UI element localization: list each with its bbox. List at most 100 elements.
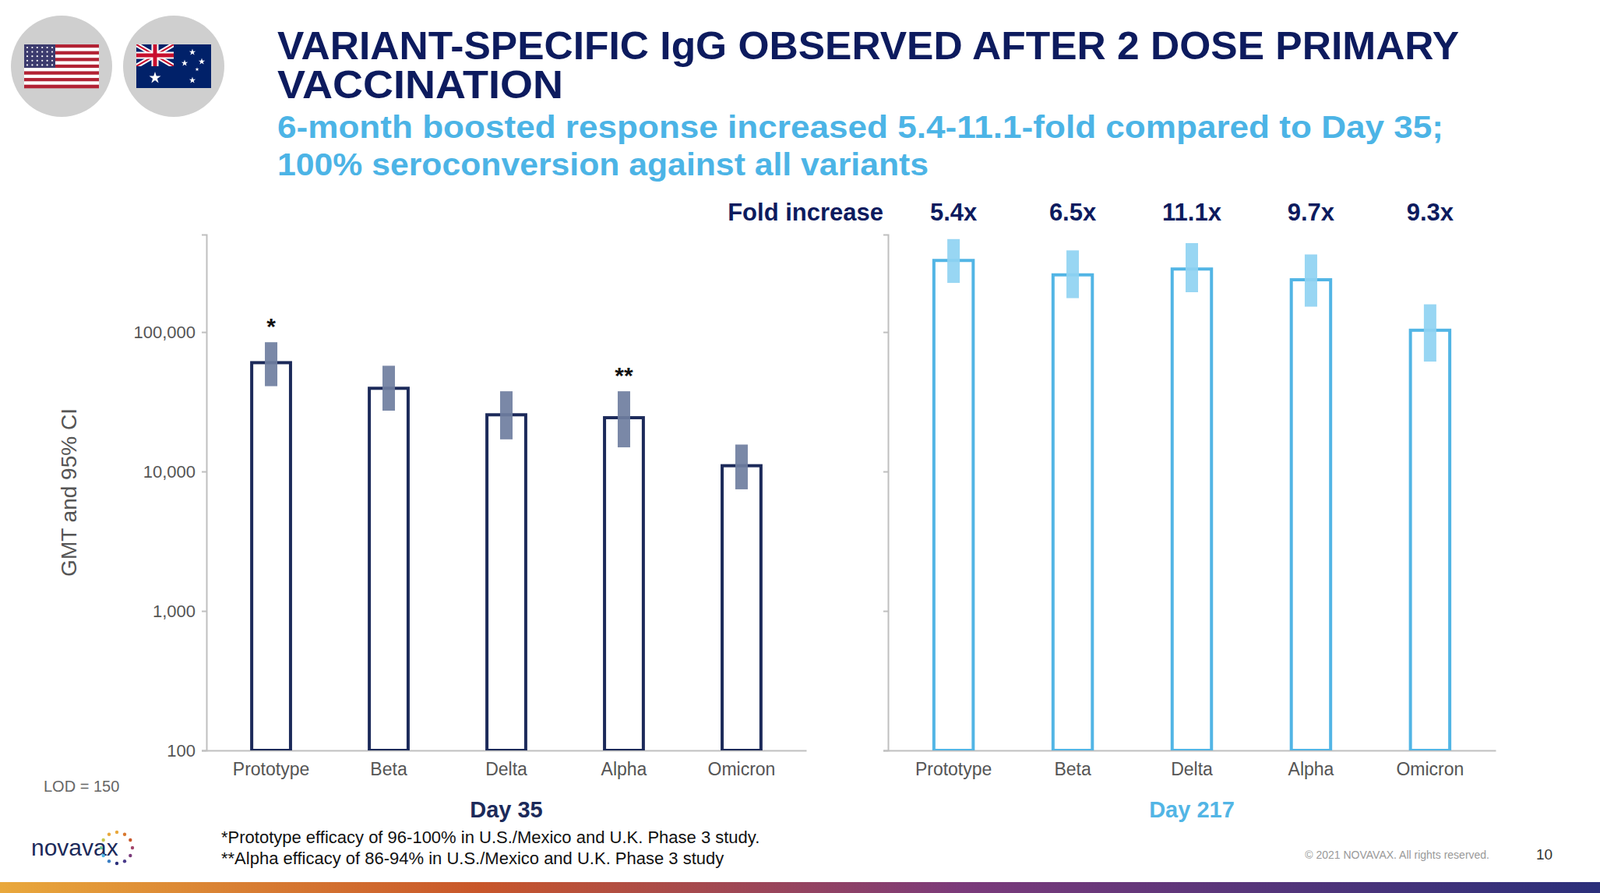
- y-axis: [883, 235, 889, 751]
- x-axis-title: Day 35: [469, 796, 543, 822]
- flag-star: [31, 59, 33, 62]
- x-tick-label: Prototype: [915, 758, 992, 779]
- annotation: *: [266, 313, 276, 339]
- y-tick-label: 100,000: [133, 322, 196, 342]
- flag-star: [46, 63, 49, 66]
- y-tick-label: 100: [166, 740, 196, 761]
- y-tick-mark: [201, 750, 207, 752]
- x-tick: Beta: [370, 758, 408, 779]
- fold-increase-title: Fold increase: [727, 198, 884, 226]
- bar: [604, 417, 644, 751]
- flag-star: [41, 63, 43, 66]
- subtitle: 100% seroconversion against all variants: [277, 147, 929, 182]
- y-axis-line: [883, 235, 889, 751]
- copyright: © 2021 NOVAVAX. All rights reserved.: [1304, 848, 1490, 861]
- background: [0, 0, 1600, 893]
- bar: [933, 260, 973, 751]
- flag-star: [181, 59, 188, 67]
- flags: [10, 15, 225, 117]
- error-bar: [382, 365, 395, 411]
- y-tick: 100: [166, 740, 207, 761]
- x-tick: Omicron: [1395, 758, 1464, 779]
- x-tick: Alpha: [601, 758, 648, 779]
- bar: [722, 465, 762, 751]
- y-tick: 10,000: [143, 461, 207, 482]
- logo-dot: [115, 830, 119, 834]
- x-tick-label: Omicron: [1395, 758, 1464, 779]
- marks: [933, 239, 1450, 751]
- bar: [1291, 279, 1331, 751]
- title: VARIANT-SPECIFIC IgG OBSERVED AFTER 2 DO…: [277, 24, 1460, 68]
- x-tick: Beta: [1053, 758, 1092, 779]
- x-tick-label: Omicron: [708, 758, 776, 779]
- y-tick-mark: [201, 331, 207, 334]
- y-tick: [883, 331, 889, 333]
- logo-dot: [107, 831, 111, 836]
- logo-dot: [115, 861, 119, 865]
- error-bar: [500, 391, 513, 440]
- flag-star: [36, 63, 39, 66]
- y-tick: [883, 471, 889, 473]
- logo-dot: [101, 838, 105, 842]
- flag-circle: [10, 15, 113, 117]
- subtitle: 6-month boosted response increased 5.4-1…: [277, 109, 1444, 145]
- flag-stripe: [24, 84, 99, 89]
- annotation: **: [614, 362, 634, 388]
- logo-dot: [128, 838, 132, 842]
- flag-star: [41, 55, 43, 57]
- flag-star: [51, 51, 53, 53]
- lod-note: LOD = 150: [43, 777, 120, 795]
- union-jack: [136, 44, 174, 67]
- x-tick-label: Beta: [370, 758, 408, 779]
- flag-stripe: [24, 74, 99, 79]
- error-bar: [264, 341, 278, 386]
- bottom-band: [0, 881, 1600, 893]
- fold-increase-label: 11.1x: [1162, 198, 1223, 226]
- flag-star: [51, 46, 53, 49]
- flag-star: [36, 55, 39, 57]
- flag-star: [51, 63, 53, 66]
- flag-star: [31, 51, 33, 53]
- y-tick-mark: [201, 610, 207, 613]
- x-tick-label: Delta: [485, 758, 528, 779]
- flag-star: [31, 46, 33, 49]
- bar: [369, 387, 409, 751]
- x-tick-label: Alpha: [1288, 758, 1335, 779]
- y-tick-mark: [883, 471, 889, 473]
- y-axis-title: GMT and 95% CI: [56, 408, 82, 577]
- flag-star: [36, 59, 39, 62]
- flag-star: [41, 46, 43, 49]
- y-tick-label: 1,000: [152, 601, 196, 621]
- flag-star: [31, 63, 33, 66]
- flag-star: [26, 59, 29, 62]
- logo-dot: [101, 853, 105, 857]
- error-bar: [1304, 254, 1318, 307]
- fold-increase-label: 9.7x: [1287, 198, 1336, 226]
- bar: [1172, 268, 1212, 751]
- flag-us: [24, 44, 99, 89]
- panel: PrototypeBetaDeltaAlphaOmicronFold incre…: [727, 198, 1496, 822]
- page: VARIANT-SPECIFIC IgG OBSERVED AFTER 2 DO…: [0, 0, 1600, 893]
- y-tick-mark: [883, 331, 889, 334]
- flag-canton: [24, 44, 56, 68]
- flag-star: [51, 59, 53, 62]
- flag-stripe: [24, 81, 99, 85]
- bar: [1410, 330, 1450, 751]
- x-axis: PrototypeBetaDeltaAlphaOmicron: [888, 750, 1497, 780]
- flag-star: [46, 55, 49, 57]
- x-axis-title: Day 217: [1148, 796, 1235, 822]
- panel: 100 1,000 10,000 100,000 Prototype Beta Delta A…: [56, 235, 808, 823]
- flag-star: [31, 55, 33, 57]
- y-axis: 100 1,000 10,000 100,000: [133, 235, 207, 761]
- x-tick: Prototype: [232, 758, 310, 779]
- flag-star: [36, 46, 39, 49]
- logo-dot: [130, 845, 134, 850]
- y-tick-label: 10,000: [143, 461, 196, 482]
- x-tick-label: Beta: [1053, 758, 1092, 779]
- y-tick-mark: [883, 610, 889, 613]
- x-tick-label: Alpha: [601, 758, 648, 779]
- footnote: *Prototype efficacy of 96-100% in U.S./M…: [221, 827, 760, 847]
- uj-cross: [136, 44, 174, 67]
- error-bar: [1185, 243, 1199, 293]
- slide: VARIANT-SPECIFIC IgG OBSERVED AFTER 2 DO…: [0, 0, 1600, 893]
